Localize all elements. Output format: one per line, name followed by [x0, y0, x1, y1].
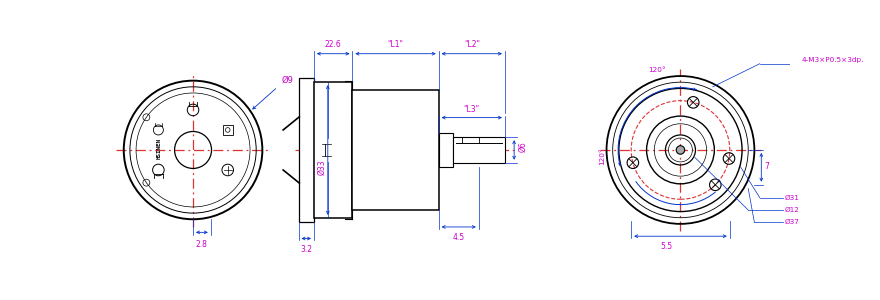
Text: 5.5: 5.5 [661, 242, 672, 251]
Bar [298, 78, 314, 222]
Circle shape [676, 146, 685, 154]
Bar [314, 82, 352, 218]
Text: Ø33: Ø33 [318, 159, 326, 175]
Bar [223, 125, 232, 135]
Text: "L3": "L3" [464, 105, 480, 114]
Bar [452, 137, 505, 163]
Text: Ø6: Ø6 [518, 142, 527, 152]
Text: 120°: 120° [599, 147, 605, 165]
Text: "L1": "L1" [387, 40, 404, 49]
Text: Ø37: Ø37 [784, 219, 799, 225]
Text: 7: 7 [765, 162, 769, 171]
Text: Ø9: Ø9 [282, 76, 293, 85]
Text: 4-M3×P0.5×3dp.: 4-M3×P0.5×3dp. [802, 57, 864, 63]
Text: HSINEN: HSINEN [157, 138, 162, 159]
Bar [352, 90, 439, 210]
Text: 120°: 120° [649, 67, 666, 73]
Text: Ø12: Ø12 [784, 207, 799, 213]
Text: "L2": "L2" [464, 40, 480, 49]
Text: 2.8: 2.8 [196, 240, 208, 249]
Bar [439, 133, 452, 167]
Text: 3.2: 3.2 [300, 245, 312, 254]
Text: 22.6: 22.6 [325, 40, 341, 49]
Text: 4.5: 4.5 [452, 233, 465, 242]
Text: Ø31: Ø31 [784, 195, 799, 201]
